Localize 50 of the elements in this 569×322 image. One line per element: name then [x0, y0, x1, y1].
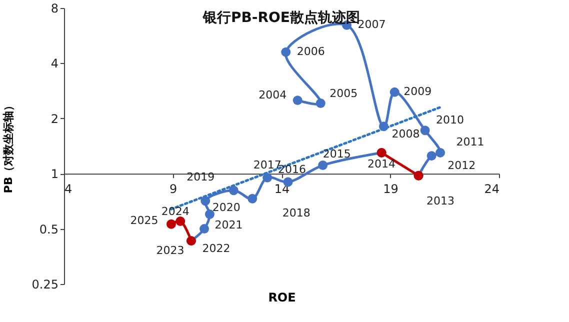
- annotation: 2013: [426, 194, 455, 208]
- annotation: 2021: [214, 218, 243, 232]
- y-tick-label: 8: [50, 2, 58, 16]
- point: [204, 210, 214, 220]
- point: [200, 224, 210, 234]
- y-tick-label: 2: [50, 112, 58, 126]
- x-tick-label: 19: [383, 182, 398, 196]
- annotation: 2018: [282, 206, 310, 220]
- point: [318, 160, 328, 170]
- point: [378, 122, 388, 132]
- point: [316, 98, 326, 108]
- point: [420, 126, 430, 136]
- point: [426, 151, 436, 161]
- point: [262, 172, 272, 182]
- point: [228, 186, 238, 196]
- annotation: 2012: [448, 158, 476, 172]
- annotation: 2009: [404, 85, 432, 98]
- annotation: 2022: [202, 242, 230, 255]
- y-axis-title: PB（对数坐标轴）: [2, 100, 15, 194]
- point: [248, 194, 258, 204]
- x-tick-label: 9: [169, 182, 178, 196]
- x-axis-title: ROE: [268, 290, 296, 304]
- chart-title: 银行PB-ROE散点轨迹图: [202, 9, 360, 26]
- annotation: 2011: [456, 136, 484, 149]
- x-tick-label: 4: [64, 182, 72, 196]
- annotation: 2019: [186, 170, 215, 184]
- point: [390, 87, 400, 97]
- annotation: 2007: [358, 18, 386, 32]
- y-tick-label: 4: [50, 56, 58, 71]
- y-tick-label: 0.5: [39, 222, 58, 236]
- point: [200, 196, 210, 206]
- annotation: 2010: [436, 113, 464, 126]
- annotation: 2015: [322, 147, 351, 160]
- annotation: 2006: [296, 45, 325, 58]
- annotation: 2004: [258, 88, 287, 102]
- annotation: 2024: [161, 205, 190, 218]
- annotation: 2008: [392, 127, 420, 140]
- y-tick-label: 0.25: [32, 278, 58, 292]
- point: [436, 148, 446, 158]
- point: [292, 96, 302, 106]
- x-tick-label: 24: [484, 182, 500, 196]
- annotation: 2014: [368, 158, 396, 171]
- y-tick-label: 1: [50, 167, 58, 182]
- annotation: 2020: [212, 200, 240, 214]
- point: [166, 219, 176, 229]
- point: [176, 216, 186, 226]
- annotation: 2025: [130, 214, 158, 228]
- annotation: 2023: [156, 244, 184, 257]
- annotation: 2005: [330, 87, 358, 100]
- point: [281, 47, 291, 57]
